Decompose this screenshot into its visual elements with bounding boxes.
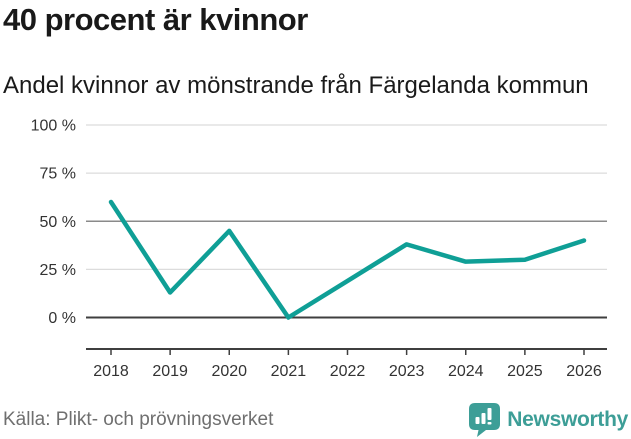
x-axis-label: 2026 [566,363,602,380]
x-axis-label: 2024 [448,363,484,380]
line-chart-svg: 0 % 25 % 50 % 75 % 100 % 2018 2019 2020 2021 2022… [31,118,607,380]
data-line [108,199,587,320]
y-axis-label: 100 % [31,118,76,135]
x-axis-label: 2021 [271,363,307,380]
chart-subtitle: Andel kvinnor av mönstrande från Färgela… [3,72,589,99]
x-axis-label: 2025 [507,363,543,380]
x-axis-label: 2020 [211,363,247,380]
brand: Newsworthy [469,403,628,437]
y-axis-label: 75 % [40,166,76,183]
x-axis-label: 2022 [330,363,366,380]
source-text: Källa: Plikt- och prövningsverket [3,409,274,430]
newsworthy-logo-icon [469,403,501,437]
y-axis-label: 0 % [48,310,76,327]
footer: Källa: Plikt- och prövningsverket Newswo… [0,401,631,439]
x-axis-label: 2019 [152,363,188,380]
chart-title: 40 procent är kvinnor [3,2,308,37]
brand-name: Newsworthy [507,408,628,431]
y-axis-label: 25 % [40,262,76,279]
y-axis-label: 50 % [40,214,76,231]
x-axis-label: 2018 [93,363,129,380]
x-axis-label: 2023 [389,363,425,380]
